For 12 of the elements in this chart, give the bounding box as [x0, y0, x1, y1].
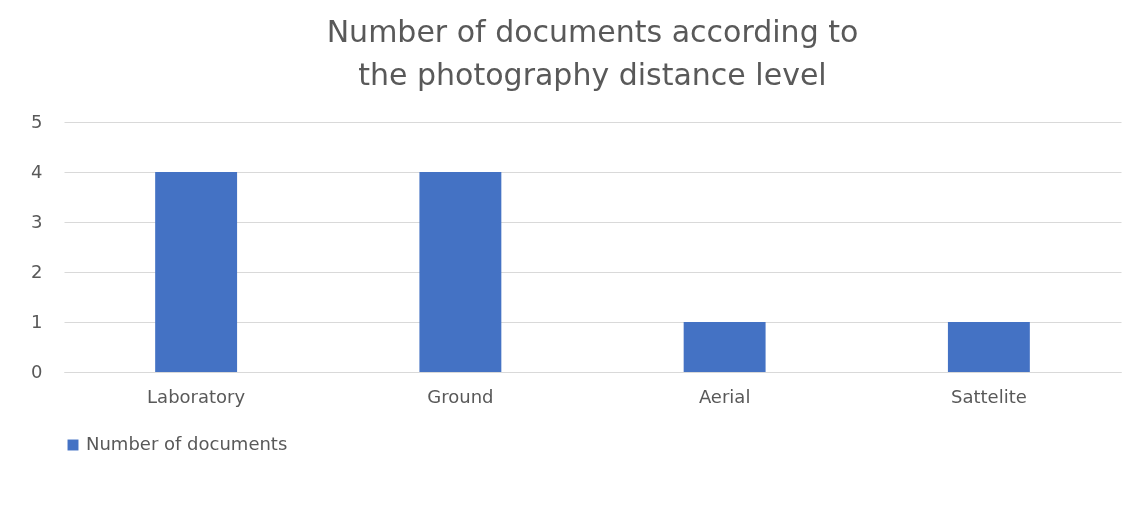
y-tick-label: 5 [31, 110, 43, 132]
chart-title: Number of documents according to the photography distance level [326, 14, 859, 92]
y-tick-label: 4 [31, 160, 43, 182]
y-tick-label: 3 [31, 210, 43, 232]
legend-label: Number of documents [86, 433, 288, 454]
x-tick-label: Ground [427, 385, 494, 407]
y-tick-label: 2 [31, 260, 43, 282]
x-tick-label: Aerial [698, 385, 751, 407]
y-tick-label: 0 [31, 360, 43, 382]
y-tick-label: 1 [31, 310, 43, 332]
x-tick-label: Laboratory [147, 385, 246, 407]
x-tick-label: Sattelite [950, 385, 1027, 407]
